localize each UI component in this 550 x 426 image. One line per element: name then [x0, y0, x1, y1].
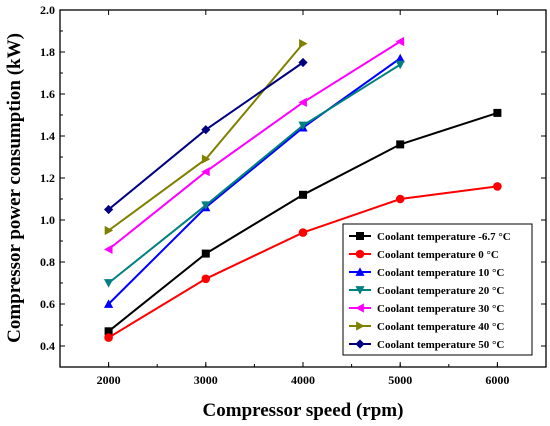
data-point	[104, 204, 114, 215]
series-5	[104, 39, 308, 236]
legend-entry: Coolant temperature 40 °C	[377, 321, 504, 333]
x-tick-label: 2000	[97, 373, 121, 387]
data-point	[298, 97, 307, 107]
data-point	[104, 327, 113, 336]
x-tick-label: 6000	[485, 373, 509, 387]
series-line	[107, 61, 304, 211]
legend-marker	[355, 267, 365, 276]
legend-entry: Coolant temperature -6.7 °C	[377, 231, 511, 243]
series-line	[107, 57, 401, 305]
y-tick-label: 0.8	[40, 255, 55, 269]
data-point	[395, 36, 405, 47]
series-0	[104, 108, 502, 336]
data-point	[201, 274, 211, 284]
data-point	[201, 249, 210, 258]
data-point	[104, 333, 113, 342]
data-point	[201, 125, 211, 135]
y-tick-label: 0.6	[40, 297, 55, 311]
legend-entry: Coolant temperature 0 °C	[377, 249, 499, 261]
data-point	[299, 190, 307, 199]
legend-entry: Coolant temperature 10 °C	[377, 267, 504, 279]
y-tick-label: 1.8	[40, 45, 55, 59]
legend-marker	[355, 303, 364, 313]
legend-marker	[355, 339, 365, 349]
data-point	[395, 194, 405, 204]
data-point	[104, 244, 113, 254]
y-axis-title: Compressor power consumption (kW)	[4, 33, 25, 343]
data-point	[298, 57, 308, 68]
data-point	[201, 167, 210, 177]
series-6	[104, 57, 308, 215]
y-tick-label: 1.0	[40, 213, 55, 227]
y-tick-label: 1.4	[40, 129, 55, 143]
legend-entry: Coolant temperature 30 °C	[377, 303, 504, 315]
series-line	[107, 63, 401, 284]
y-tick-label: 1.2	[40, 171, 55, 185]
data-point	[395, 60, 405, 70]
data-point	[298, 121, 308, 131]
series-4	[104, 36, 405, 254]
x-tick-label: 4000	[291, 373, 315, 387]
y-tick-label: 1.6	[40, 87, 55, 101]
data-point	[493, 182, 502, 191]
data-point	[104, 225, 114, 236]
data-point	[201, 154, 211, 164]
data-point	[298, 228, 308, 237]
data-point	[104, 279, 114, 288]
data-point	[299, 39, 308, 49]
legend-entry: Coolant temperature 20 °C	[377, 285, 504, 297]
legend-marker	[355, 249, 365, 259]
series-line	[107, 40, 401, 251]
legend-marker	[355, 286, 365, 295]
legend-marker	[356, 321, 365, 331]
legend-marker	[356, 232, 364, 240]
data-point	[395, 53, 405, 63]
series-3	[104, 60, 405, 288]
x-tick-label: 5000	[388, 373, 412, 387]
data-point	[493, 108, 502, 117]
y-tick-label: 2.0	[40, 3, 55, 17]
x-tick-label: 3000	[194, 373, 218, 387]
data-point	[396, 140, 405, 149]
series-1	[104, 182, 502, 342]
data-point	[104, 299, 114, 308]
legend-entry: Coolant temperature 50 °C	[377, 339, 504, 351]
data-point	[201, 201, 211, 210]
legend-box	[342, 223, 533, 356]
y-tick-label: 0.4	[40, 339, 55, 353]
x-axis-title: Compressor speed (rpm)	[203, 400, 404, 421]
